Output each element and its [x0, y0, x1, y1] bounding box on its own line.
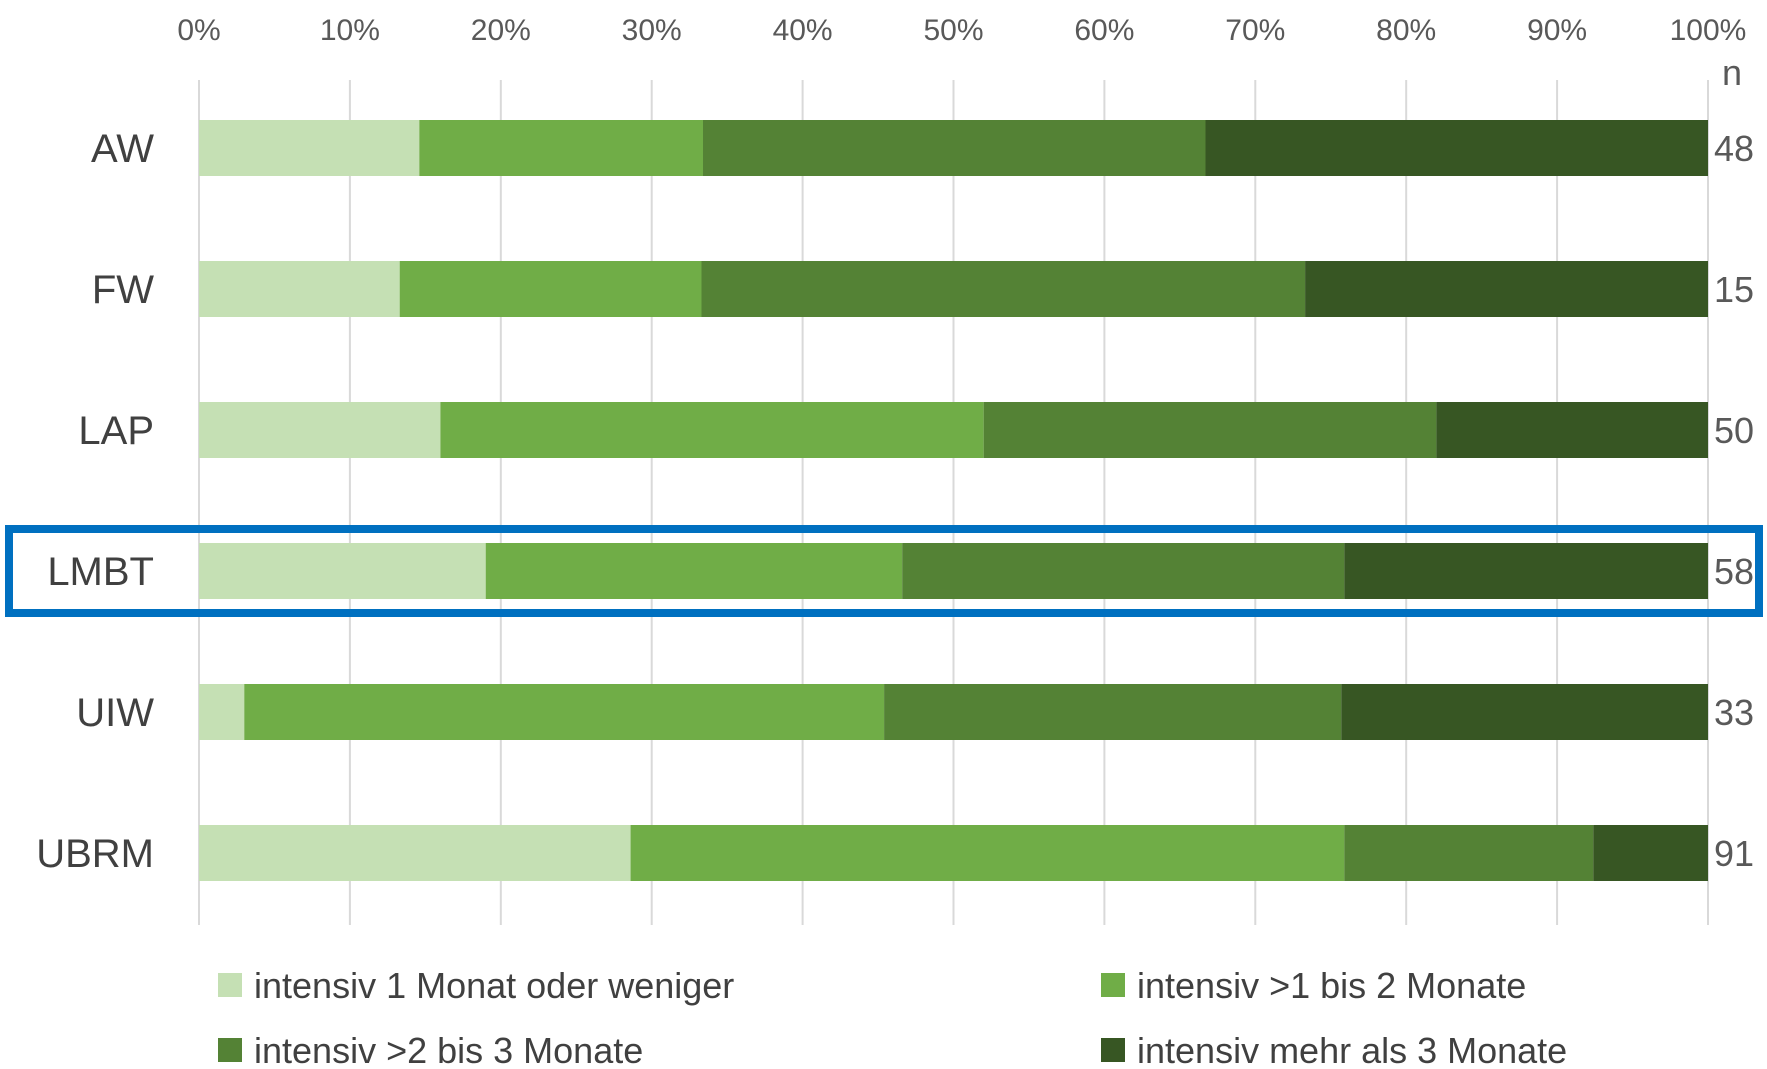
category-labels: AW FW LAP LMBT UIW UBRM [36, 127, 154, 876]
legend-label: intensiv >2 bis 3 Monate [254, 1030, 643, 1069]
x-tick-label: 90% [1527, 14, 1587, 47]
bar-segment [485, 543, 903, 599]
legend: intensiv 1 Monat oder weniger intensiv >1… [218, 965, 1567, 1069]
n-values: 48 15 50 58 33 91 [1714, 128, 1754, 874]
bar-segment [199, 261, 400, 317]
category-label: LMBT [47, 550, 154, 594]
n-value: 58 [1714, 551, 1754, 592]
gridlines [198, 80, 1709, 925]
x-tick-label: 0% [177, 14, 220, 47]
category-label: UBRM [36, 832, 154, 876]
x-tick-label: 30% [622, 14, 682, 47]
bar-segment [703, 120, 1206, 176]
highlight-box [5, 525, 1763, 617]
legend-swatch [218, 973, 242, 997]
bar-segment [1305, 261, 1708, 317]
legend-swatch [1101, 973, 1125, 997]
bar-segment [884, 684, 1342, 740]
bar-segment [419, 120, 704, 176]
x-tick-label: 100% [1670, 14, 1747, 47]
bar-segment [1205, 120, 1708, 176]
x-axis-ticks: 0% 10% 20% 30% 40% 50% 60% 70% 80% 90% 100% [177, 14, 1746, 47]
bar-segment [1344, 825, 1594, 881]
x-tick-label: 50% [923, 14, 983, 47]
bar-segment [1341, 684, 1708, 740]
bar-segment [701, 261, 1306, 317]
bars [199, 120, 1708, 881]
bar-segment [199, 402, 441, 458]
legend-label: intensiv 1 Monat oder weniger [254, 965, 734, 1006]
n-value: 15 [1714, 269, 1754, 310]
bar-segment [983, 402, 1437, 458]
x-tick-label: 10% [320, 14, 380, 47]
bar-segment [399, 261, 702, 317]
category-label: FW [92, 268, 154, 312]
bar-segment [199, 825, 631, 881]
bar-segment [1593, 825, 1708, 881]
x-tick-label: 70% [1225, 14, 1285, 47]
bar-segment [1436, 402, 1708, 458]
bar-segment [199, 543, 486, 599]
x-tick-label: 60% [1074, 14, 1134, 47]
bar-segment [1344, 543, 1708, 599]
n-value: 33 [1714, 692, 1754, 733]
x-tick-label: 20% [471, 14, 531, 47]
x-tick-label: 80% [1376, 14, 1436, 47]
x-tick-label: 40% [773, 14, 833, 47]
category-label: UIW [76, 691, 154, 735]
bar-segment [199, 120, 420, 176]
n-value: 91 [1714, 833, 1754, 874]
bar-segment [902, 543, 1345, 599]
category-label: AW [91, 127, 154, 171]
bar-segment [630, 825, 1345, 881]
bar-segment [199, 684, 245, 740]
legend-label: intensiv >1 bis 2 Monate [1137, 965, 1526, 1006]
category-label: LAP [78, 409, 154, 453]
legend-label: intensiv mehr als 3 Monate [1137, 1030, 1567, 1069]
n-value: 48 [1714, 128, 1754, 169]
n-header: n [1722, 52, 1742, 93]
bar-segment [440, 402, 984, 458]
bar-segment [244, 684, 885, 740]
legend-swatch [218, 1038, 242, 1062]
n-value: 50 [1714, 410, 1754, 451]
legend-swatch [1101, 1038, 1125, 1062]
